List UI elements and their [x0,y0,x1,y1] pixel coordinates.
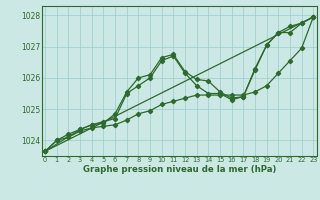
X-axis label: Graphe pression niveau de la mer (hPa): Graphe pression niveau de la mer (hPa) [83,165,276,174]
